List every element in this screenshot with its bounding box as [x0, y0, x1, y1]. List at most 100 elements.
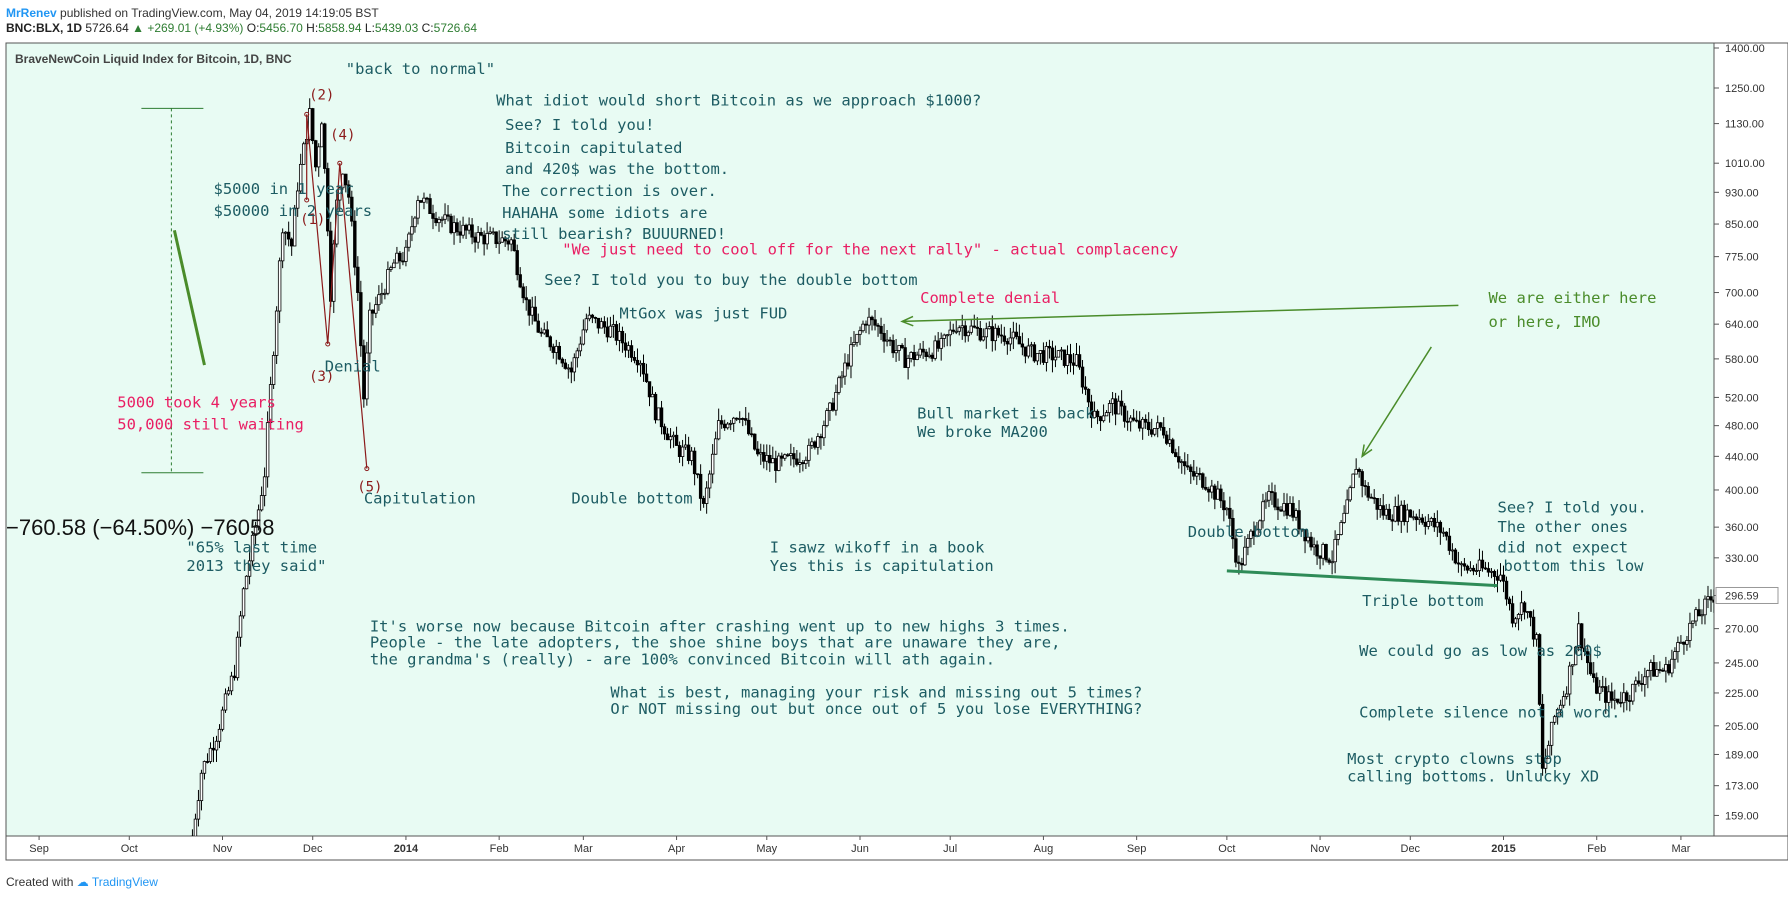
candle-body	[765, 455, 769, 462]
candle-body	[449, 215, 453, 234]
candle-body	[1140, 418, 1145, 429]
wave-label: (1)	[300, 212, 325, 228]
candle-body	[1137, 420, 1142, 429]
candle-body	[1441, 531, 1446, 534]
candle-body	[629, 345, 634, 358]
candle-body	[999, 334, 1004, 337]
candle-body	[1149, 429, 1154, 435]
candle-body	[461, 224, 465, 236]
candle-body	[1381, 505, 1385, 516]
candle-body	[602, 321, 607, 328]
candle-body	[1204, 486, 1208, 490]
candle-body	[1384, 508, 1388, 516]
annotation-text: It's worse now because Bitcoin after cra…	[370, 617, 1070, 635]
candle-body	[401, 260, 405, 263]
candle-body	[1468, 567, 1473, 571]
candle-body	[1465, 565, 1470, 571]
candle-body	[744, 418, 748, 421]
annotation-text: Most crypto clowns stop	[1347, 750, 1562, 768]
candle-body	[912, 351, 916, 360]
publisher-link[interactable]: MrRenev	[6, 6, 57, 20]
candle-body	[1306, 536, 1310, 542]
candle-body	[810, 441, 814, 446]
candle-body	[704, 487, 709, 504]
elliott-wave-line	[306, 114, 368, 469]
candle-body	[350, 196, 354, 222]
candle-body	[1216, 488, 1220, 500]
candle-body	[476, 232, 480, 243]
y-tick-label: 245.00	[1725, 658, 1759, 670]
support-line	[1226, 569, 1498, 588]
candle-body	[1558, 704, 1563, 710]
high-label: H:	[306, 21, 319, 35]
candle-body	[548, 336, 552, 348]
y-tick-label: 270.00	[1725, 624, 1759, 636]
candle-body	[1372, 497, 1376, 500]
candle-body	[1534, 634, 1539, 640]
candle-body	[1222, 500, 1226, 511]
candle-body	[1604, 686, 1608, 703]
candle-body	[1291, 502, 1295, 518]
annotation-text: $5000 in 1 year	[213, 180, 353, 198]
candle-body	[1276, 506, 1280, 511]
y-tick-label: 640.00	[1725, 319, 1759, 331]
time-axis	[5, 835, 1788, 861]
candle-body	[638, 362, 643, 366]
y-tick-label: 700.00	[1725, 288, 1759, 300]
candle-body	[1390, 519, 1394, 522]
candle-body	[951, 329, 955, 332]
candle-body	[1450, 549, 1455, 552]
candle-body	[1564, 693, 1569, 698]
candle-body	[1354, 468, 1358, 475]
candle-body	[1041, 350, 1046, 363]
candle-body	[235, 636, 240, 679]
candle-body	[485, 233, 489, 245]
candle-body	[1345, 499, 1349, 514]
candle-body	[1252, 530, 1256, 537]
candle-body	[1510, 603, 1515, 624]
candle-body	[1348, 487, 1352, 501]
candle-body	[557, 345, 561, 360]
candle-body	[1035, 353, 1040, 362]
candle-body	[756, 448, 760, 455]
candle-body	[1679, 641, 1683, 644]
annotation-text: still bearish? BUUURNED!	[502, 225, 726, 243]
candle-body	[1192, 471, 1196, 477]
candle-body	[584, 318, 589, 331]
candle-body	[1011, 331, 1016, 339]
annotation-text: did not expect	[1497, 539, 1628, 557]
wave-point	[364, 466, 370, 472]
candle-body	[957, 327, 961, 332]
annotation-text: What idiot would short Bitcoin as we app…	[496, 91, 981, 109]
candle-body	[271, 355, 276, 385]
candle-body	[1595, 677, 1599, 694]
candle-body	[1174, 452, 1178, 457]
wave-label: (5)	[357, 480, 382, 496]
candle-body	[921, 348, 925, 353]
tradingview-brand-link[interactable]: TradingView	[91, 875, 158, 889]
candle-body	[894, 350, 898, 354]
y-tick-label: 1400.00	[1725, 43, 1765, 55]
candle-body	[362, 345, 366, 400]
y-tick-label: 173.00	[1725, 781, 1759, 793]
candle-body	[1420, 517, 1425, 523]
candle-body	[683, 444, 688, 448]
candle-body	[506, 240, 510, 245]
candle-body	[422, 197, 426, 203]
candle-body	[1399, 504, 1403, 522]
candle-body	[1378, 505, 1382, 510]
candle-body	[1146, 421, 1151, 431]
annotation-text: See? I told you!	[505, 116, 654, 134]
candle-body	[626, 345, 631, 351]
candle-body	[317, 146, 321, 168]
candle-body	[692, 450, 697, 475]
candle-body	[211, 747, 216, 751]
price-change: +269.01 (+4.93%)	[147, 21, 244, 35]
candles-group	[190, 98, 1714, 836]
y-tick-label: 1250.00	[1725, 83, 1765, 95]
candle-body	[741, 418, 745, 420]
candle-body	[665, 433, 670, 441]
x-tick-label: May	[756, 843, 777, 855]
candle-body	[599, 321, 604, 329]
